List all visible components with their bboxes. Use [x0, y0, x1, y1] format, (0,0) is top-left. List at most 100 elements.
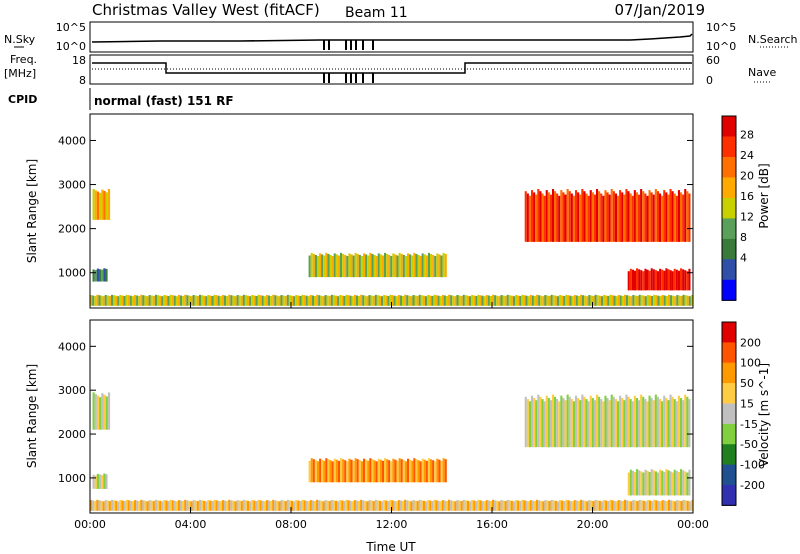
power-cell — [568, 191, 571, 242]
power-cell — [492, 294, 495, 306]
power-cell — [101, 189, 104, 220]
velocity-cell — [430, 459, 433, 483]
velocity-cell — [396, 460, 399, 483]
power-cell — [393, 295, 396, 306]
velocity-cell — [577, 501, 580, 511]
velocity-cell — [671, 472, 674, 496]
velocity-cell — [272, 499, 275, 511]
power-cell — [494, 295, 497, 306]
velocity-xtick-label: 20:00 — [577, 518, 609, 531]
velocity-cell — [526, 399, 529, 448]
power-cell — [134, 295, 137, 306]
freq-unit: [MHz] — [4, 67, 36, 80]
power-cell — [397, 295, 400, 306]
power-colorbar-tick: 20 — [740, 169, 754, 182]
velocity-cell — [286, 499, 289, 511]
velocity-cell — [479, 500, 482, 511]
power-cell — [596, 295, 599, 306]
velocity-cell — [535, 400, 538, 448]
power-cell — [657, 295, 660, 306]
velocity-cell — [650, 398, 653, 448]
power-cell — [648, 190, 651, 242]
power-cell — [408, 295, 411, 306]
velocity-cell — [314, 460, 317, 483]
power-cell — [180, 295, 183, 306]
power-cell — [549, 194, 552, 242]
power-cell — [396, 255, 399, 278]
power-cell — [630, 296, 633, 306]
velocity-cell — [226, 501, 229, 511]
velocity-cell — [115, 500, 118, 511]
velocity-cell — [422, 500, 425, 511]
power-cell — [344, 255, 347, 278]
velocity-cell — [152, 501, 155, 511]
velocity-cell — [596, 394, 599, 448]
velocity-cell — [676, 500, 679, 511]
power-cell — [310, 252, 313, 278]
power-cell — [110, 294, 113, 306]
velocity-xtick-label: 12:00 — [376, 518, 408, 531]
velocity-cell — [257, 499, 260, 511]
power-cell — [105, 192, 108, 220]
velocity-cell — [397, 500, 400, 511]
power-cell — [688, 268, 691, 291]
velocity-cell — [342, 459, 345, 483]
power-cell — [312, 253, 315, 278]
velocity-cell — [171, 500, 174, 511]
velocity-ytick-label: 3000 — [58, 384, 86, 397]
velocity-cell — [94, 501, 97, 511]
velocity-cell — [554, 500, 557, 511]
power-cell — [406, 295, 409, 306]
velocity-cell — [671, 396, 674, 448]
velocity-cell — [533, 501, 536, 511]
power-heatmap — [90, 189, 693, 306]
power-cell — [651, 296, 654, 306]
velocity-cell — [562, 398, 565, 448]
velocity-cell — [142, 500, 145, 511]
power-cell — [127, 295, 130, 306]
velocity-cell — [559, 500, 562, 511]
velocity-cell — [144, 500, 147, 511]
velocity-cell — [393, 500, 396, 511]
velocity-cell — [667, 400, 670, 448]
power-cell — [305, 295, 308, 306]
velocity-cell — [440, 460, 443, 483]
velocity-cell — [638, 499, 641, 511]
velocity-cell — [373, 460, 376, 483]
velocity-cell — [609, 499, 612, 511]
velocity-cell — [561, 500, 564, 511]
velocity-cell — [404, 499, 407, 511]
freq-tick-bottom: 8 — [79, 74, 86, 87]
velocity-cell — [105, 396, 108, 430]
velocity-cell — [539, 396, 542, 448]
power-cell — [94, 296, 97, 306]
power-cell — [627, 191, 630, 242]
velocity-cell — [600, 501, 603, 511]
power-cell — [207, 295, 210, 306]
velocity-cell — [623, 499, 626, 511]
velocity-cell — [148, 500, 151, 511]
velocity-cell — [288, 500, 291, 511]
power-cell — [554, 295, 557, 306]
velocity-cell — [343, 501, 346, 511]
velocity-cell — [138, 501, 141, 511]
power-cell — [621, 192, 624, 242]
velocity-cell — [550, 499, 553, 511]
power-cell — [263, 296, 266, 306]
velocity-cell — [577, 398, 580, 448]
velocity-cell — [652, 470, 655, 496]
velocity-colorbar-swatch — [722, 464, 736, 486]
velocity-cell — [669, 394, 672, 448]
velocity-cell — [571, 501, 574, 511]
velocity-cell — [659, 469, 662, 496]
velocity-cell — [636, 469, 639, 496]
power-cell — [240, 296, 243, 306]
power-cell — [276, 295, 279, 306]
power-cell — [318, 295, 321, 306]
power-cell — [623, 194, 626, 242]
velocity-cell — [669, 471, 672, 496]
power-cell — [268, 295, 271, 306]
velocity-cell — [429, 500, 432, 511]
power-cell — [215, 295, 218, 306]
power-ytick-label: 2000 — [58, 223, 86, 236]
